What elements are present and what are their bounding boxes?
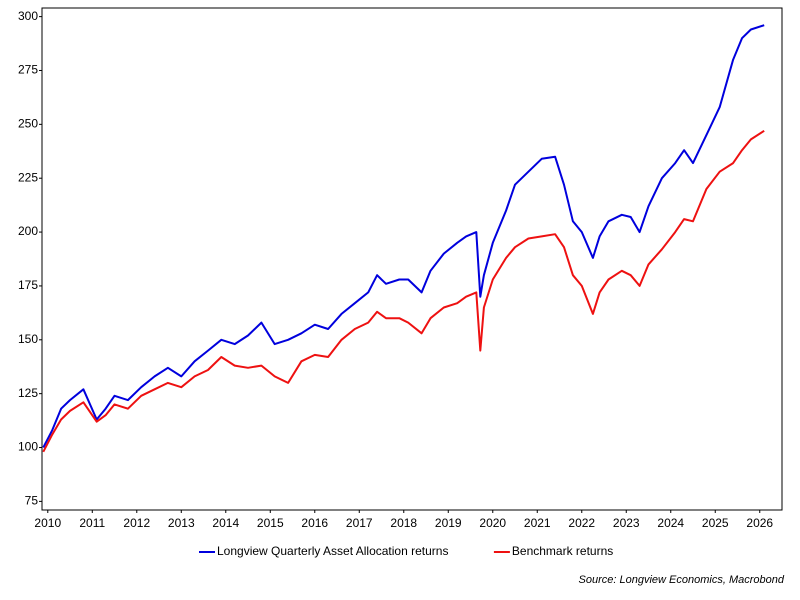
legend-label: Benchmark returns: [512, 544, 613, 558]
x-tick-label: 2022: [568, 516, 595, 530]
x-tick-label: 2020: [479, 516, 506, 530]
x-tick-label: 2010: [34, 516, 61, 530]
legend-label: Longview Quarterly Asset Allocation retu…: [217, 544, 448, 558]
y-tick-label: 250: [18, 117, 38, 131]
x-tick-label: 2018: [390, 516, 417, 530]
x-tick-label: 2021: [524, 516, 551, 530]
y-tick-label: 225: [18, 170, 38, 184]
series-line: [42, 129, 765, 453]
y-tick-label: 200: [18, 224, 38, 238]
y-tick-label: 300: [18, 9, 38, 23]
x-tick-label: 2011: [79, 516, 105, 530]
x-tick-label: 2019: [435, 516, 462, 530]
y-tick-label: 75: [25, 494, 39, 508]
x-tick-label: 2015: [257, 516, 284, 530]
series-line: [42, 24, 765, 448]
x-tick-label: 2026: [746, 516, 773, 530]
x-tick-label: 2024: [657, 516, 684, 530]
x-tick-label: 2013: [168, 516, 195, 530]
y-tick-label: 125: [18, 386, 38, 400]
x-tick-label: 2014: [212, 516, 239, 530]
x-tick-label: 2017: [346, 516, 373, 530]
x-tick-label: 2016: [301, 516, 328, 530]
plot-frame: [41, 7, 783, 511]
x-tick-label: 2023: [613, 516, 640, 530]
source-note: Source: Longview Economics, Macrobond: [579, 574, 785, 586]
x-tick-label: 2012: [123, 516, 150, 530]
y-tick-label: 175: [18, 278, 38, 292]
y-tick-label: 100: [18, 440, 38, 454]
y-tick-label: 275: [18, 63, 38, 77]
x-tick-label: 2025: [702, 516, 729, 530]
y-tick-label: 150: [18, 332, 38, 346]
